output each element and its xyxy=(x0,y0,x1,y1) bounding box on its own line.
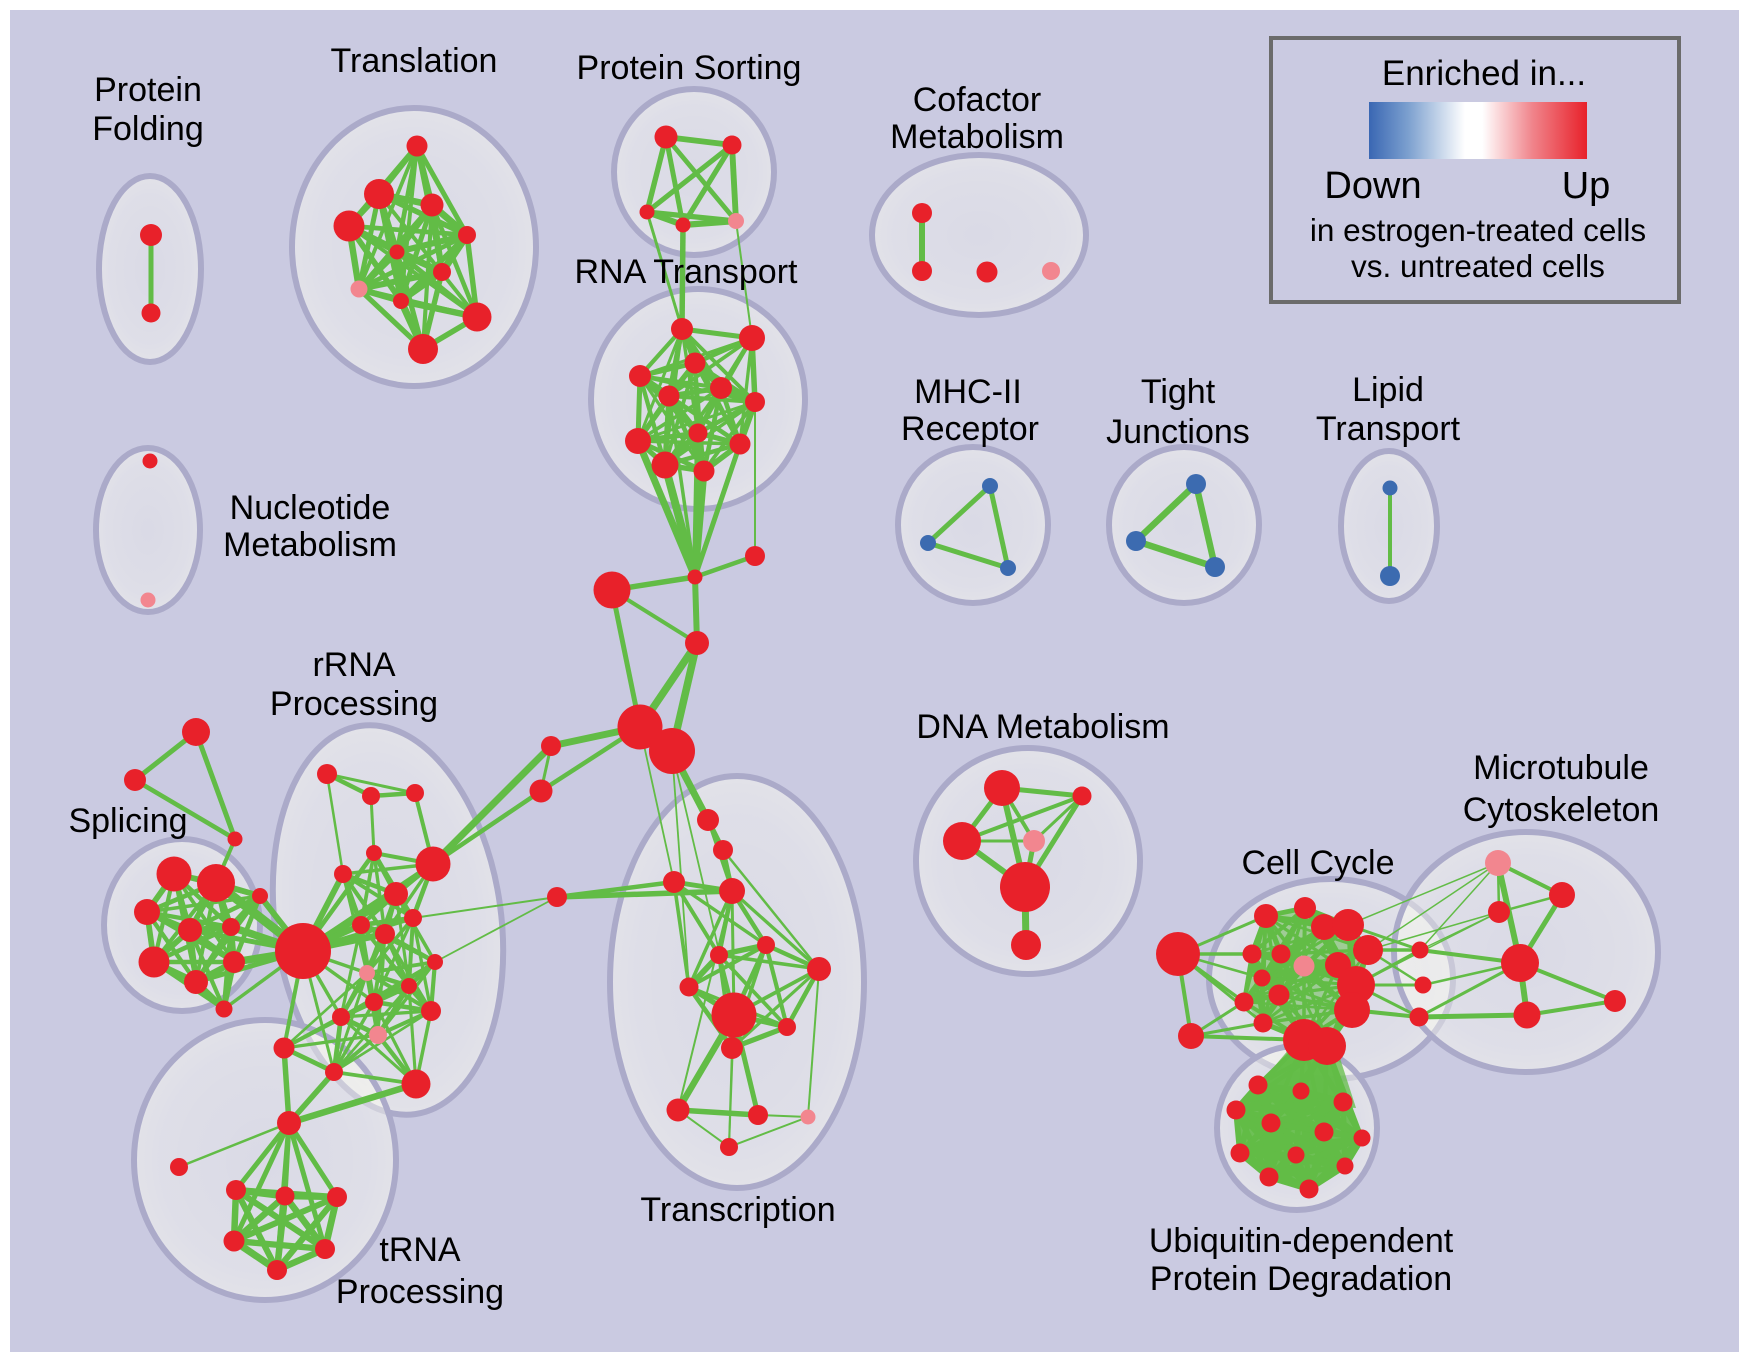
svg-text:Tight: Tight xyxy=(1141,373,1216,411)
svg-text:rRNA: rRNA xyxy=(312,646,395,684)
svg-text:Processing: Processing xyxy=(336,1273,504,1311)
svg-text:Lipid: Lipid xyxy=(1352,371,1424,409)
svg-text:Down: Down xyxy=(1324,165,1421,207)
svg-text:Transcription: Transcription xyxy=(640,1191,835,1229)
svg-text:Splicing: Splicing xyxy=(68,802,187,840)
svg-text:Receptor: Receptor xyxy=(901,410,1039,448)
svg-text:Cofactor: Cofactor xyxy=(913,81,1042,119)
svg-text:Microtubule: Microtubule xyxy=(1473,749,1649,787)
svg-text:DNA Metabolism: DNA Metabolism xyxy=(916,708,1169,746)
svg-text:Processing: Processing xyxy=(270,685,438,723)
svg-text:Metabolism: Metabolism xyxy=(890,118,1064,156)
svg-text:Protein Degradation: Protein Degradation xyxy=(1150,1260,1452,1298)
svg-text:Nucleotide: Nucleotide xyxy=(230,489,391,527)
svg-text:Up: Up xyxy=(1562,165,1611,207)
svg-text:Translation: Translation xyxy=(331,42,498,80)
svg-text:Cytoskeleton: Cytoskeleton xyxy=(1463,791,1660,829)
svg-text:Protein: Protein xyxy=(94,71,202,109)
svg-text:Cell Cycle: Cell Cycle xyxy=(1241,844,1394,882)
svg-text:Protein Sorting: Protein Sorting xyxy=(577,49,802,87)
svg-text:MHC-II: MHC-II xyxy=(914,373,1022,411)
svg-text:Ubiquitin-dependent: Ubiquitin-dependent xyxy=(1149,1222,1454,1260)
svg-text:Enriched in...: Enriched in... xyxy=(1382,54,1586,93)
svg-text:Metabolism: Metabolism xyxy=(223,526,397,564)
svg-text:Transport: Transport xyxy=(1316,410,1461,448)
svg-text:Folding: Folding xyxy=(92,110,204,148)
svg-text:tRNA: tRNA xyxy=(379,1231,461,1269)
svg-text:RNA Transport: RNA Transport xyxy=(575,253,799,291)
svg-text:in estrogen-treated cells: in estrogen-treated cells xyxy=(1310,212,1646,248)
svg-text:vs. untreated cells: vs. untreated cells xyxy=(1351,248,1605,284)
svg-text:Junctions: Junctions xyxy=(1106,413,1250,451)
